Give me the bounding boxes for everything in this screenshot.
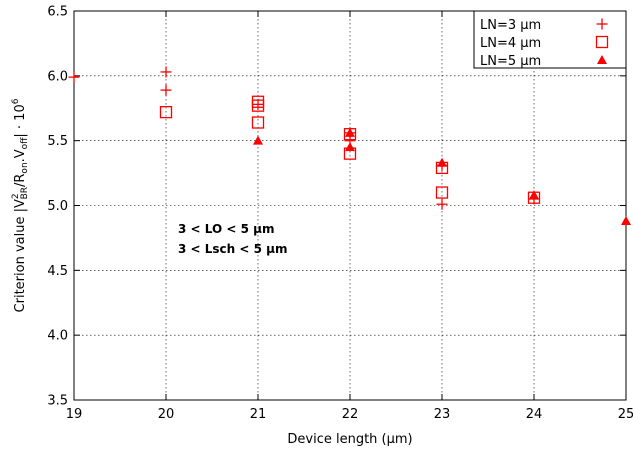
x-tick-label: 25 [618,407,633,422]
y-axis-label-sub1: BR [20,187,30,199]
legend-markers [595,18,609,64]
y-axis-label: Criterion value |V2BR/Ron.Voff| · 106 [11,98,30,312]
data-point-triangle [621,216,631,226]
x-tick-label: 20 [158,407,175,422]
data-point-plus [160,84,172,96]
legend-marker-plus [596,18,608,30]
y-tick-label: 5.5 [47,134,68,149]
x-axis-label: Device length (μm) [287,432,412,447]
legend-marker-triangle [597,55,607,64]
y-tick-label: 4.5 [47,264,68,279]
legend-entry-ln3: LN=3 μm [480,18,541,33]
y-tick-label: 6.5 [47,5,68,20]
data-points [68,66,631,226]
y-tick-label: 6.0 [47,69,68,84]
y-axis-label-mid1: /R [13,174,28,187]
axis-ticks: 19 20 21 22 23 24 25 3.5 4.0 4.5 5.0 5.5 6.0 6.5 [47,5,633,423]
data-point-triangle [253,135,263,145]
legend: LN=3 μm LN=4 μm LN=5 μm [473,10,627,69]
data-point-triangle [529,190,539,200]
data-point-plus [68,71,80,83]
annotation-lo-range: 3 < LO < 5 μm [178,222,274,236]
y-axis-label-sub2: on [20,162,30,173]
data-point-plus [436,198,448,210]
data-point-square [435,186,449,199]
legend-entry-ln4: LN=4 μm [480,36,541,51]
x-tick-label: 21 [250,407,267,422]
data-point-triangle [345,142,355,152]
x-tick-label: 19 [66,407,83,422]
data-point-plus [160,66,172,78]
x-tick-label: 22 [342,407,359,422]
y-tick-label: 3.5 [47,394,68,409]
y-axis-label-sup2: 6 [11,98,21,104]
y-axis-label-mid2: .V [13,149,28,162]
data-point-square [251,116,265,129]
y-axis-label-sub3: off [20,137,30,150]
data-point-triangle [345,127,355,137]
data-point-square [251,99,265,112]
y-axis-label-sup1: 2 [11,193,21,199]
legend-entry-ln5: LN=5 μm [480,54,541,69]
annotation-lsch-range: 3 < Lsch < 5 μm [178,242,287,256]
data-point-triangle [437,157,447,167]
data-point-square [159,105,173,119]
x-tick-label: 23 [434,407,451,422]
y-axis-label-mid3: | · 10 [13,104,28,137]
y-tick-label: 4.0 [47,329,68,344]
legend-marker-square [595,35,609,49]
x-tick-label: 24 [526,407,543,422]
y-axis-label-prefix: Criterion value |V [13,199,28,312]
y-tick-label: 5.0 [47,199,68,214]
